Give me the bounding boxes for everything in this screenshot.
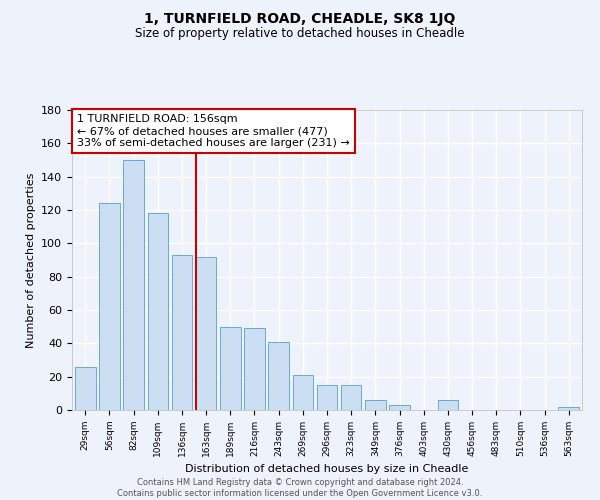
Bar <box>124 160 144 410</box>
Bar <box>172 255 192 410</box>
Bar <box>365 400 386 410</box>
Bar <box>293 375 313 410</box>
Bar <box>99 204 120 410</box>
Bar <box>148 214 168 410</box>
Bar <box>389 405 410 410</box>
Text: 1 TURNFIELD ROAD: 156sqm
← 67% of detached houses are smaller (477)
33% of semi-: 1 TURNFIELD ROAD: 156sqm ← 67% of detach… <box>77 114 350 148</box>
Bar <box>559 406 579 410</box>
Bar <box>437 400 458 410</box>
Text: Size of property relative to detached houses in Cheadle: Size of property relative to detached ho… <box>135 28 465 40</box>
Text: 1, TURNFIELD ROAD, CHEADLE, SK8 1JQ: 1, TURNFIELD ROAD, CHEADLE, SK8 1JQ <box>145 12 455 26</box>
X-axis label: Distribution of detached houses by size in Cheadle: Distribution of detached houses by size … <box>185 464 469 474</box>
Bar <box>268 342 289 410</box>
Bar <box>196 256 217 410</box>
Bar <box>341 385 361 410</box>
Bar <box>75 366 95 410</box>
Y-axis label: Number of detached properties: Number of detached properties <box>26 172 35 348</box>
Text: Contains HM Land Registry data © Crown copyright and database right 2024.
Contai: Contains HM Land Registry data © Crown c… <box>118 478 482 498</box>
Bar <box>220 326 241 410</box>
Bar <box>244 328 265 410</box>
Bar <box>317 385 337 410</box>
